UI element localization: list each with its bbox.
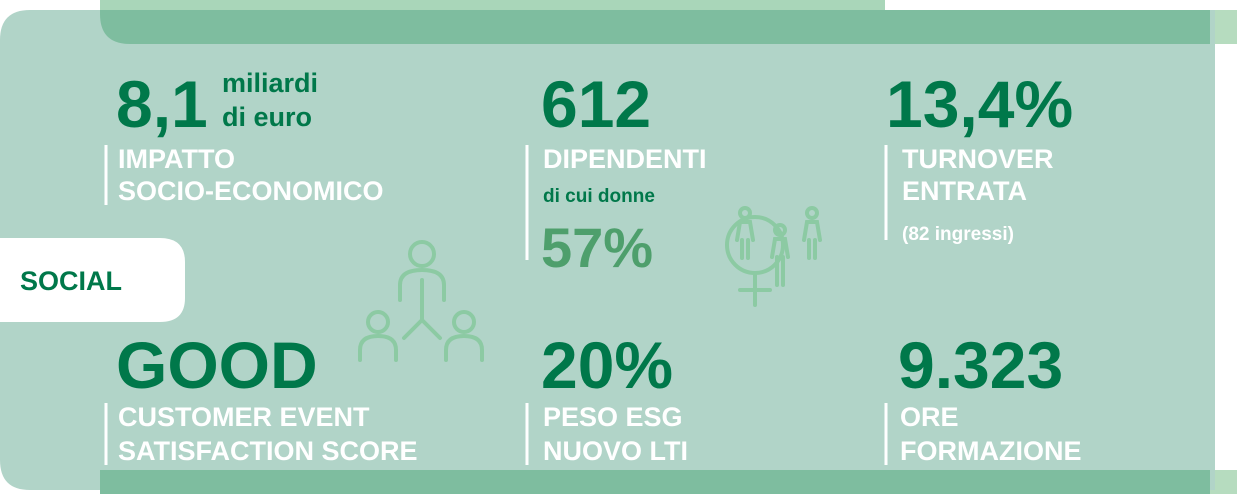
stat-value: 13,4% xyxy=(886,67,1073,141)
stat-label: TURNOVER xyxy=(902,144,1054,174)
stat-value: GOOD xyxy=(116,328,318,402)
stat-subvalue: 57% xyxy=(541,216,653,279)
top-band xyxy=(100,10,1210,44)
network-icon xyxy=(358,240,484,362)
section-tab xyxy=(0,238,185,322)
bottom-band xyxy=(100,470,1210,494)
panel xyxy=(0,10,1215,490)
women-icon xyxy=(725,206,822,307)
stat-label: FORMAZIONE xyxy=(900,436,1082,466)
stat-value: 20% xyxy=(541,328,673,402)
stat-label: DIPENDENTI xyxy=(543,144,707,174)
stat-label: CUSTOMER EVENT xyxy=(118,402,370,432)
stat-unit: miliardi xyxy=(222,68,318,98)
stat-value: 8,1 xyxy=(116,67,208,141)
stat-value: 612 xyxy=(541,67,651,141)
stat-label: NUOVO LTI xyxy=(543,436,688,466)
stat-sublabel: di cui donne xyxy=(543,186,655,207)
stat-unit: di euro xyxy=(222,102,312,132)
stat-label: ORE xyxy=(900,402,959,432)
stat-note: (82 ingressi) xyxy=(902,224,1014,245)
stat-label: PESO ESG xyxy=(543,402,683,432)
stat-value: 9.323 xyxy=(898,328,1063,402)
stat-label: IMPATTO xyxy=(118,144,235,174)
section-title: SOCIAL xyxy=(20,266,122,296)
stat-label: SOCIO-ECONOMICO xyxy=(118,176,384,206)
stat-label: ENTRATA xyxy=(902,176,1027,206)
stat-label: SATISFACTION SCORE xyxy=(118,436,418,466)
